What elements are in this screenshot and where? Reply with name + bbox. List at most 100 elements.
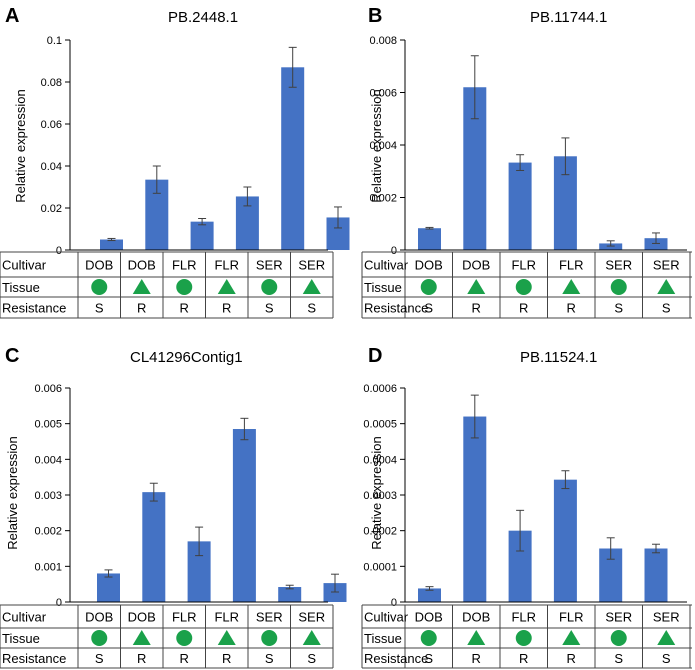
cultivar-cell: SER	[653, 610, 680, 625]
bar	[553, 156, 577, 250]
cultivar-cell: SER	[298, 610, 325, 625]
bar	[508, 162, 532, 250]
resistance-cell: R	[472, 301, 481, 316]
panel-b: B PB.11744.1 Relative expression 0 0.002 0.00…	[361, 5, 692, 319]
table-row-label: Resistance	[2, 651, 66, 666]
resistance-cell: R	[519, 651, 528, 666]
tissue-circle-icon	[610, 279, 627, 295]
y-tick-label: 0	[56, 245, 62, 257]
panel-c: C CL41296Contig1 Relative expression 0 0.001…	[0, 345, 347, 669]
y-axis-label: Relative expression	[369, 436, 384, 549]
resistance-cell: S	[307, 301, 316, 316]
resistance-cell: S	[424, 651, 433, 666]
table-row-label: Resistance	[364, 651, 428, 666]
panel-d: D PB.11524.1 Relative expression 0 0.0001 0.0…	[361, 345, 692, 669]
y-tick-label: 0	[56, 597, 62, 609]
resistance-cell: R	[137, 301, 146, 316]
tissue-circle-icon	[420, 630, 437, 646]
cultivar-cell: FLR	[214, 610, 239, 625]
resistance-cell: R	[567, 651, 576, 666]
y-tick-label: 0.002	[369, 193, 397, 205]
bar	[599, 548, 623, 602]
cultivar-cell: FLR	[511, 258, 536, 273]
cultivar-cell: DOB	[415, 258, 443, 273]
y-tick-label: 0	[391, 597, 397, 609]
y-tick-label: 0.002	[34, 526, 62, 538]
y-tick-label: 0.08	[41, 77, 62, 89]
panel-letter: A	[5, 5, 19, 27]
bar	[508, 530, 532, 602]
resistance-cell: S	[424, 301, 433, 316]
y-tick-label: 0.04	[41, 161, 62, 173]
cultivar-cell: FLR	[559, 258, 584, 273]
panel-letter: D	[368, 345, 382, 367]
y-tick-label: 0.0001	[363, 561, 397, 573]
y-tick-label: 0.0002	[363, 526, 397, 538]
bar	[418, 588, 441, 602]
resistance-cell: R	[222, 651, 231, 666]
table-row-label: Cultivar	[364, 610, 409, 625]
resistance-cell: S	[614, 301, 623, 316]
cultivar-cell: DOB	[462, 610, 490, 625]
y-tick-label: 0.003	[34, 490, 62, 502]
cultivar-cell: DOB	[128, 258, 156, 273]
cultivar-cell: FLR	[172, 258, 197, 273]
cultivar-cell: SER	[653, 258, 680, 273]
tissue-circle-icon	[176, 279, 193, 295]
y-tick-label: 0	[391, 245, 397, 257]
annotation-table: Cultivar Tissue Resistance DOB S DOB R FLR R FLR R…	[361, 251, 692, 319]
bar	[97, 573, 120, 602]
chart-title: PB.11524.1	[520, 349, 597, 366]
resistance-cell: R	[137, 651, 146, 666]
y-axis-label: Relative expression	[5, 436, 20, 549]
bar	[323, 583, 347, 602]
table-row-label: Cultivar	[2, 610, 47, 625]
resistance-cell: R	[180, 651, 189, 666]
tissue-triangle-icon	[467, 279, 486, 294]
bar	[599, 243, 623, 250]
table-row-label: Resistance	[364, 301, 428, 316]
table-row-label: Tissue	[2, 631, 40, 646]
y-tick-label: 0.0003	[363, 490, 397, 502]
bar	[187, 541, 211, 602]
tissue-triangle-icon	[302, 279, 321, 294]
y-tick-label: 0.006	[34, 383, 62, 395]
bar	[235, 196, 259, 250]
y-tick-label: 0.005	[34, 419, 62, 431]
y-tick-label: 0.008	[369, 35, 397, 47]
tissue-triangle-icon	[132, 630, 151, 645]
bar	[553, 479, 577, 602]
table-row-label: Resistance	[2, 301, 66, 316]
bar	[463, 87, 487, 250]
resistance-cell: S	[265, 301, 274, 316]
cultivar-cell: DOB	[128, 610, 156, 625]
tissue-circle-icon	[515, 279, 532, 295]
tissue-circle-icon	[261, 630, 278, 646]
bar	[190, 221, 214, 250]
cultivar-cell: DOB	[415, 610, 443, 625]
table-row-label: Tissue	[364, 280, 402, 295]
tissue-triangle-icon	[467, 630, 486, 645]
annotation-table: Cultivar Tissue Resistance DOB S DOB R FLR R FLR R…	[0, 251, 334, 319]
table-row-label: Cultivar	[364, 258, 409, 273]
resistance-cell: S	[95, 301, 104, 316]
tissue-circle-icon	[176, 630, 193, 646]
resistance-cell: R	[472, 651, 481, 666]
tissue-triangle-icon	[657, 630, 676, 645]
tissue-triangle-icon	[302, 630, 321, 645]
resistance-cell: R	[222, 301, 231, 316]
panel-a: A PB.2448.1 Relative expression 0 0.02 0.04 0.…	[0, 5, 350, 319]
resistance-cell: R	[180, 301, 189, 316]
cultivar-cell: FLR	[559, 610, 584, 625]
cultivar-cell: DOB	[85, 610, 113, 625]
bar	[278, 587, 302, 602]
table-row-label: Tissue	[2, 280, 40, 295]
tissue-circle-icon	[515, 630, 532, 646]
chart-title: CL41296Contig1	[130, 349, 243, 366]
bar	[644, 238, 668, 250]
y-tick-label: 0.0004	[363, 454, 397, 466]
bar	[281, 67, 305, 250]
cultivar-cell: FLR	[172, 610, 197, 625]
y-tick-label: 0.006	[369, 88, 397, 100]
